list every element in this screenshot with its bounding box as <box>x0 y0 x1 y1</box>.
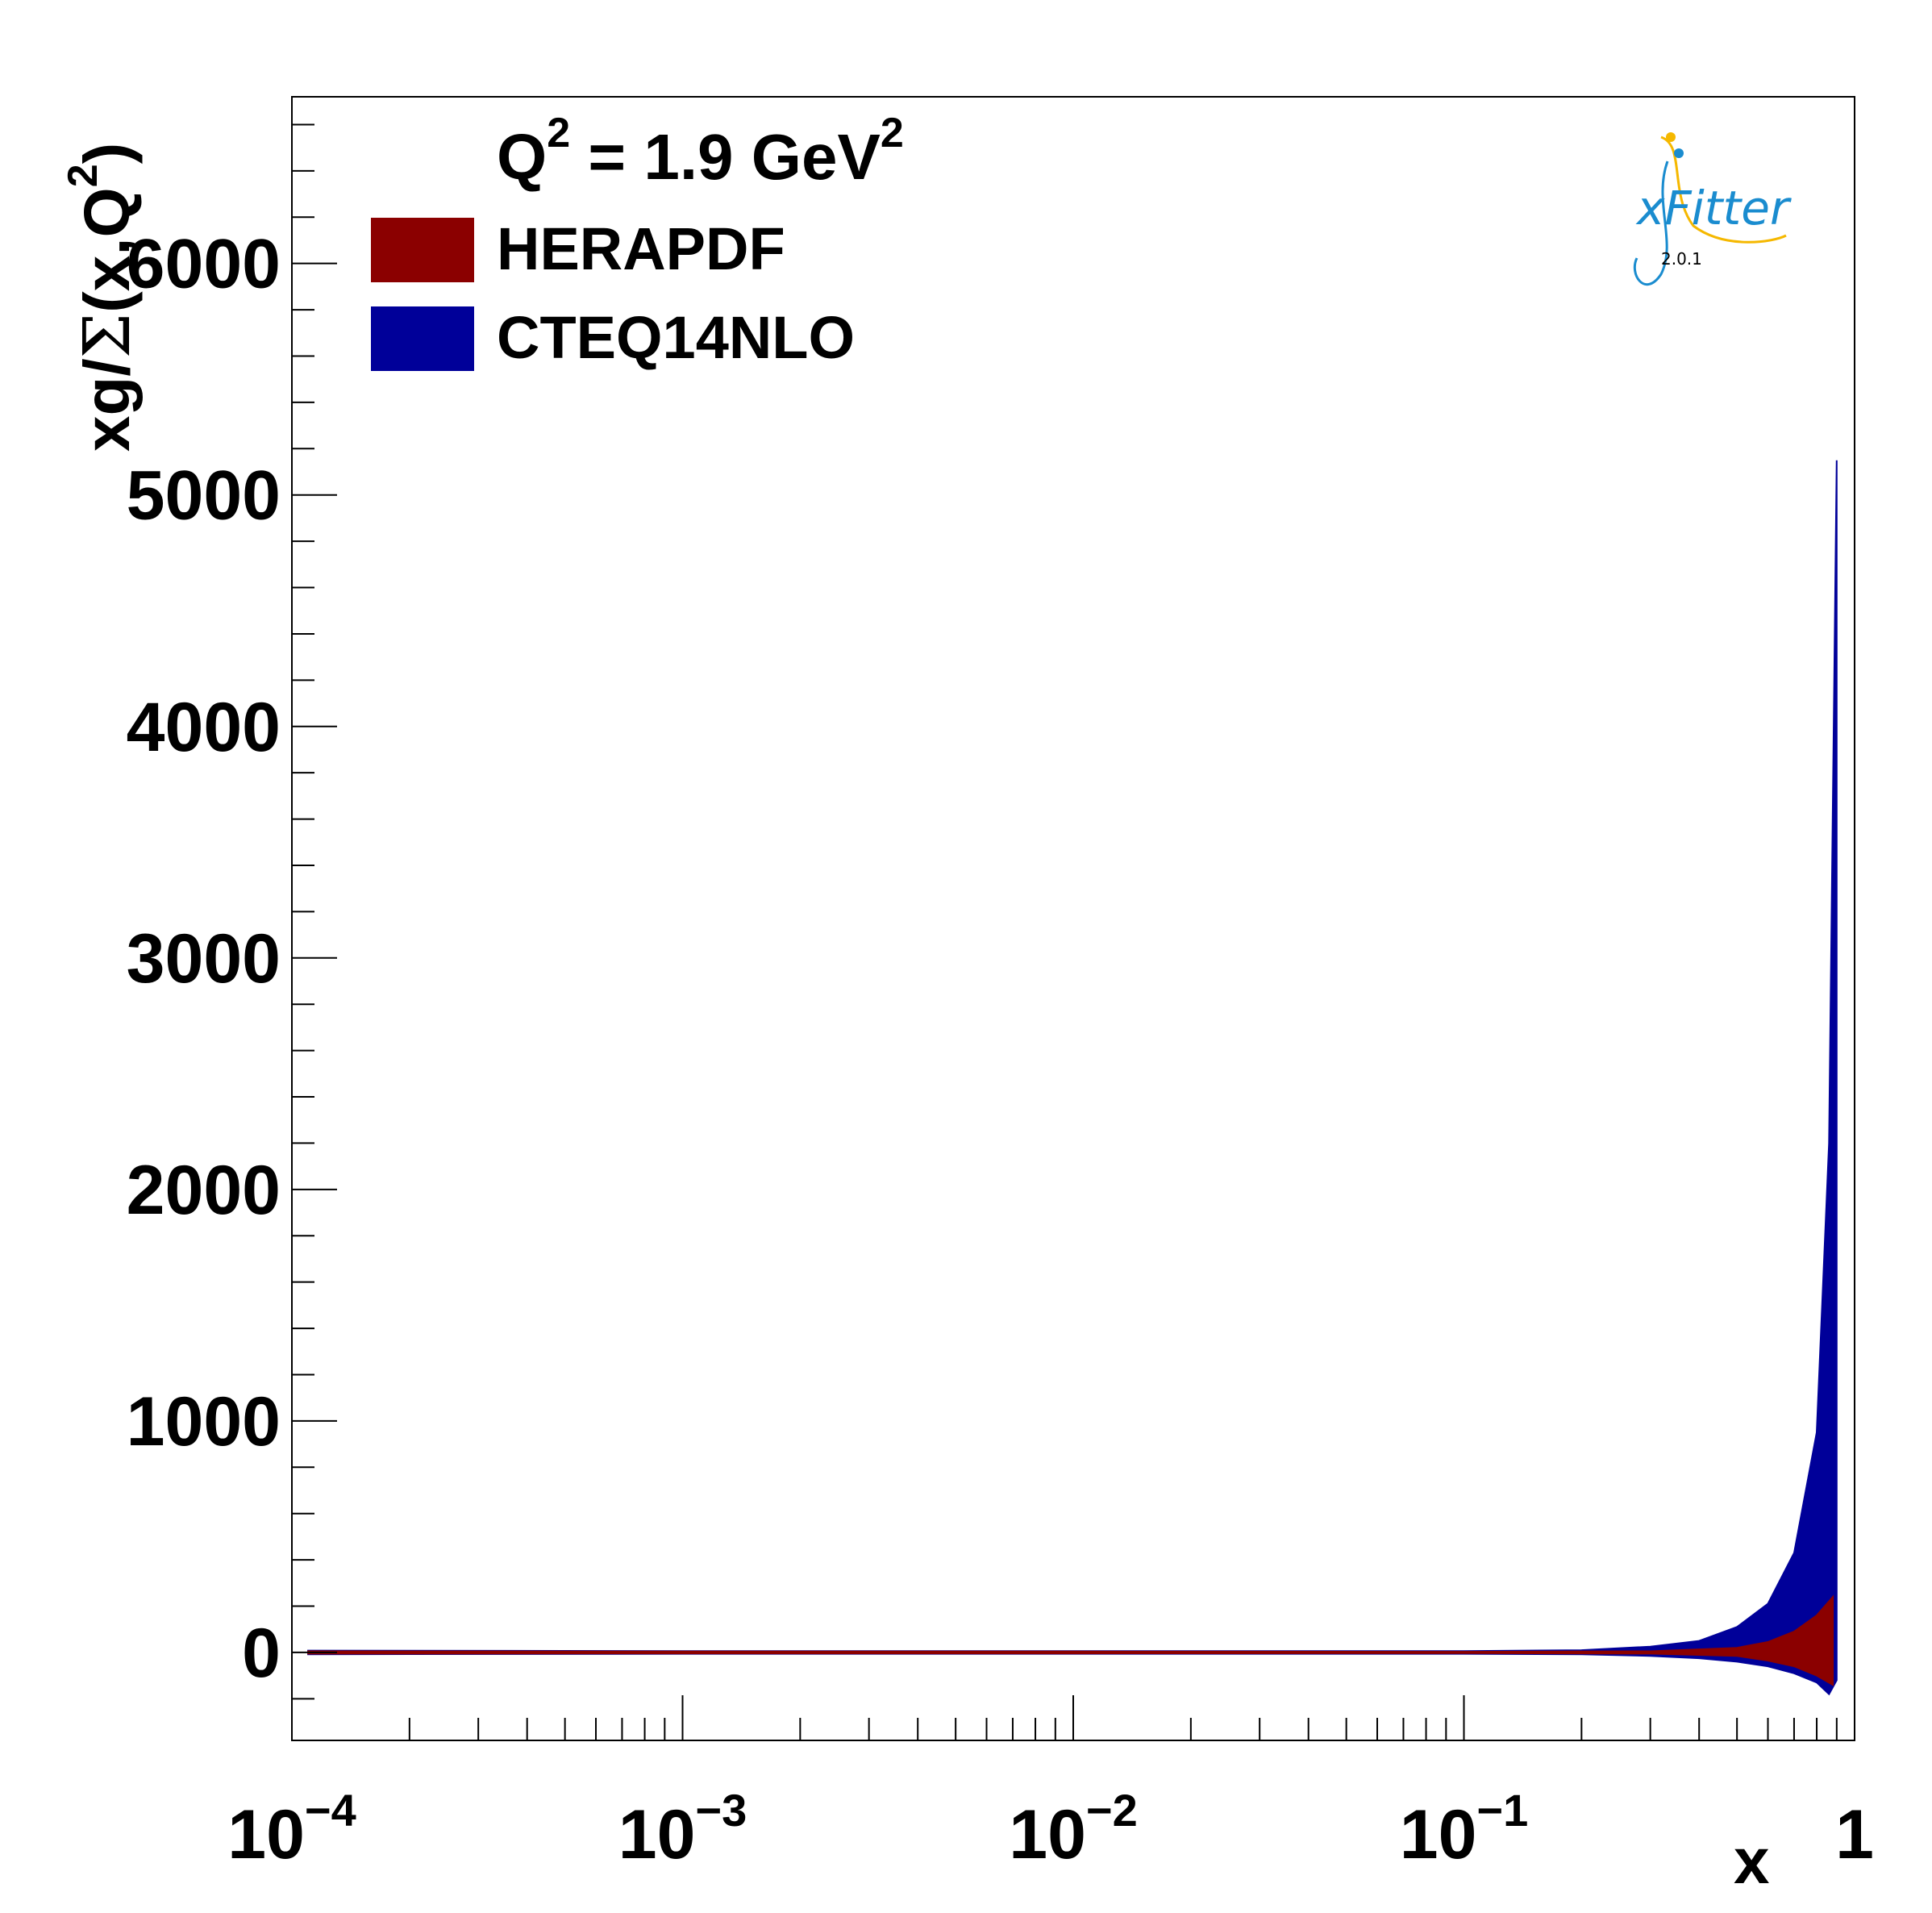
legend-label-cteq14nlo: CTEQ14NLO <box>497 304 855 371</box>
x-tick-label: 10−1 <box>1400 1785 1529 1873</box>
x-tick-label: 10−3 <box>618 1785 747 1873</box>
logo-dot-yellow <box>1666 132 1676 142</box>
y-axis-title: xg/Σ(x,Q2) <box>60 143 144 452</box>
y-tick-label: 5000 <box>127 457 281 535</box>
logo-dot-blue <box>1674 148 1684 158</box>
legend: HERAPDF CTEQ14NLO <box>371 215 855 371</box>
y-tick-label: 3000 <box>127 920 281 998</box>
logo-version: 2.0.1 <box>1661 249 1702 269</box>
legend-label-herapdf: HERAPDF <box>497 215 785 282</box>
logo-name: xFitter <box>1635 181 1792 235</box>
y-tick-label: 2000 <box>127 1152 281 1229</box>
y-axis: 0 1000 2000 3000 4000 5000 6000 <box>127 123 337 1700</box>
x-tick-label: 1 <box>1835 1796 1874 1873</box>
legend-swatch-cteq14nlo <box>371 306 474 371</box>
y-tick-label: 1000 <box>127 1383 281 1461</box>
y-tick-label: 0 <box>242 1615 281 1692</box>
x-tick-label: 10−2 <box>1009 1785 1138 1873</box>
band-herapdf <box>307 1594 1834 1686</box>
q2-annotation: Q2 = 1.9 GeV2 <box>497 110 904 193</box>
x-tick-label: 10−4 <box>227 1785 356 1873</box>
legend-swatch-herapdf <box>371 218 474 282</box>
x-axis-title: x <box>1734 1825 1770 1897</box>
x-axis: 10−4 10−3 10−2 10−1 1 <box>227 1695 1874 1873</box>
band-cteq14nlo <box>307 460 1838 1696</box>
xfitter-logo: xFitter 2.0.1 <box>1633 132 1792 286</box>
logo-curve-blue <box>1633 160 1669 286</box>
y-tick-label: 4000 <box>127 689 281 766</box>
y-tick-label: 6000 <box>127 226 281 303</box>
pdf-bands <box>307 460 1838 1696</box>
